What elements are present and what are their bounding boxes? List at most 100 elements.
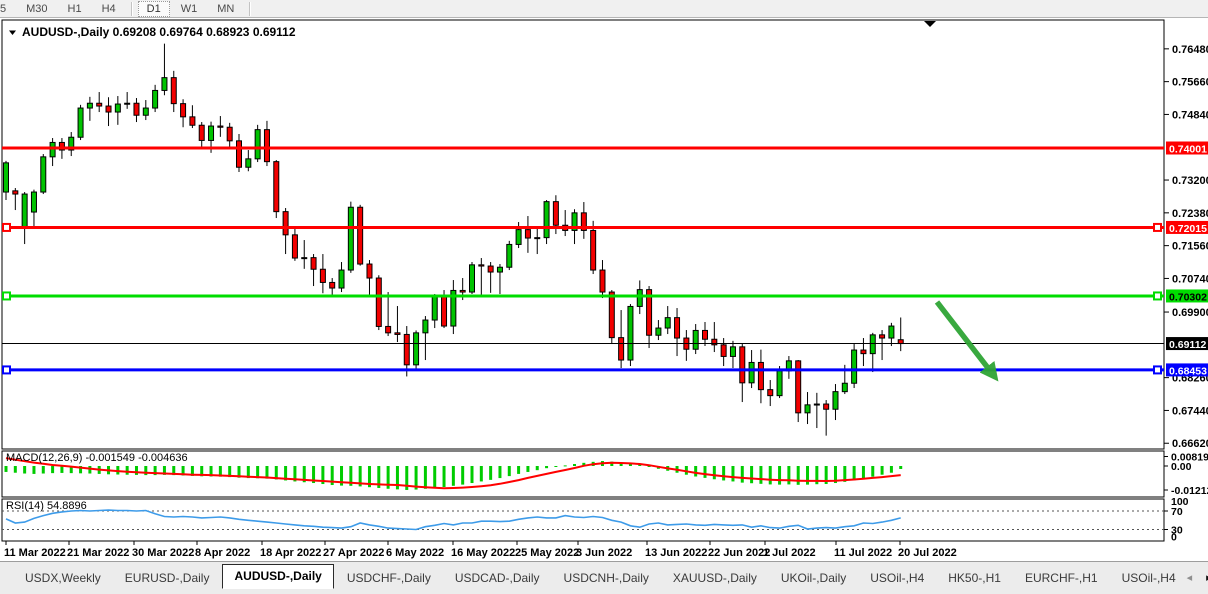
candle-body	[58, 141, 65, 151]
timeframe-button-5[interactable]: 5	[0, 1, 15, 17]
candle-body	[757, 361, 764, 391]
candle-body	[291, 234, 298, 259]
date-label: 16 May 2022	[451, 547, 515, 559]
price-badge-label: 0.68453	[1169, 365, 1207, 377]
macd-histogram-bar	[60, 466, 64, 473]
macd-histogram-bar	[246, 466, 250, 479]
candle-body	[506, 243, 513, 268]
candle-body	[711, 338, 718, 346]
macd-histogram-bar	[833, 466, 837, 484]
bar-position-marker-icon	[924, 21, 936, 27]
symbol-tab-hk50-h1[interactable]: HK50-,H1	[948, 571, 1001, 585]
trend-arrow-annotation[interactable]	[934, 300, 999, 382]
price-tick-label: 0.71560	[1172, 241, 1208, 253]
macd-histogram-bar	[4, 466, 8, 472]
symbol-tab-bar: USDX,Weekly EURUSD-,Daily AUDUSD-,Daily USD…	[0, 561, 1208, 594]
candle-body	[301, 257, 308, 260]
price-tick-label: 0.67440	[1172, 405, 1208, 417]
timeframe-button-d1[interactable]: D1	[137, 0, 170, 17]
macd-histogram-bar	[852, 466, 856, 481]
timeframe-button-h4[interactable]: H4	[93, 1, 125, 17]
symbol-tab-usdcad-daily[interactable]: USDCAD-,Daily	[454, 571, 540, 585]
timeframe-button-h1[interactable]: H1	[59, 1, 91, 17]
candle-body	[441, 296, 448, 327]
level-anchor-square	[2, 291, 11, 301]
candle-body	[580, 212, 587, 231]
symbol-tab-usoil-h4[interactable]: USOil-,H4	[870, 571, 925, 585]
macd-histogram-bar	[880, 466, 884, 475]
macd-histogram-bar	[750, 466, 754, 484]
macd-histogram-bar	[144, 466, 148, 476]
candle-body	[319, 268, 326, 283]
candle-body	[571, 212, 578, 231]
timeframe-button-mn[interactable]: MN	[208, 1, 243, 17]
macd-histogram-bar	[619, 462, 623, 466]
macd-histogram-bar	[13, 466, 17, 473]
symbol-tab-usoil-h4[interactable]: USOil-,H4	[1121, 571, 1176, 585]
macd-histogram-bar	[32, 466, 36, 474]
candle-body	[832, 391, 839, 410]
macd-histogram-bar	[256, 466, 260, 479]
macd-histogram-bar	[340, 466, 344, 486]
chart-dropdown-icon[interactable]	[9, 30, 16, 36]
candle-body	[860, 349, 867, 355]
candle-body	[142, 107, 149, 116]
macd-histogram-bar	[740, 466, 744, 483]
macd-histogram-bar	[51, 466, 55, 474]
candle-body	[897, 339, 904, 345]
level-anchor-square	[2, 222, 11, 232]
symbol-tab-audusd-daily[interactable]: AUDUSD-,Daily	[222, 564, 334, 589]
tab-scroll-left-button[interactable]: ◂	[1186, 572, 1193, 584]
symbol-tab-usdcnh-daily[interactable]: USDCNH-,Daily	[563, 571, 649, 585]
price-badge-0.70302	[1166, 289, 1208, 303]
price-badge-0.74001	[1166, 141, 1208, 155]
symbol-tab-eurchf-h1[interactable]: EURCHF-,H1	[1024, 571, 1098, 585]
candle-body	[776, 370, 783, 397]
candle-body	[888, 325, 895, 339]
timeframe-button-m30[interactable]: M30	[17, 1, 56, 17]
macd-histogram-bar	[442, 466, 446, 487]
candle-body	[226, 126, 233, 142]
candle-body	[534, 237, 541, 240]
symbol-tab-eurusd-daily[interactable]: EURUSD-,Daily	[124, 571, 210, 585]
timeframe-button-w1[interactable]: W1	[172, 1, 207, 17]
symbol-tab-usdchf-daily[interactable]: USDCHF-,Daily	[346, 571, 431, 585]
candle-body	[739, 346, 746, 384]
date-label: 30 Mar 2022	[132, 547, 194, 559]
price-panel-frame	[1, 19, 1165, 450]
candle-body	[208, 125, 215, 141]
macd-histogram-bar	[871, 466, 875, 477]
toolbar-separator	[249, 1, 251, 16]
date-label: 22 Jun 2022	[708, 547, 770, 559]
macd-histogram-bar	[778, 466, 782, 485]
tab-scroll-right-button[interactable]: ▸	[1206, 571, 1208, 584]
macd-histogram-bar	[414, 466, 418, 490]
candle-body	[77, 107, 84, 138]
candle-body	[422, 319, 429, 334]
macd-histogram-bar	[218, 466, 222, 477]
chart-title: AUDUSD-,Daily 0.69208 0.69764 0.68923 0.…	[22, 25, 296, 39]
date-label: 6 May 2022	[386, 547, 444, 559]
macd-histogram-bar	[535, 466, 539, 471]
symbol-tab-usdx-weekly[interactable]: USDX,Weekly	[25, 571, 101, 585]
macd-histogram-bar	[889, 466, 893, 473]
macd-histogram-bar	[162, 466, 166, 475]
candle-body	[692, 329, 699, 350]
chart-area[interactable]: AUDUSD-,Daily 0.69208 0.69764 0.68923 0.…	[0, 18, 1208, 561]
price-badge-0.68453	[1166, 363, 1208, 377]
candle-body	[478, 264, 485, 267]
macd-histogram-bar	[694, 466, 698, 477]
price-tick-label: 0.72380	[1172, 208, 1208, 220]
candle-body	[245, 158, 252, 168]
candle-body	[459, 289, 466, 293]
candle-body	[450, 289, 457, 327]
macd-label: MACD(12,26,9) -0.001549 -0.004636	[6, 452, 188, 464]
symbol-tab-xauusd-daily[interactable]: XAUUSD-,Daily	[672, 571, 757, 585]
candle-body	[217, 125, 224, 128]
candle-body	[496, 266, 503, 273]
price-badge-0.72015	[1166, 220, 1208, 234]
symbol-tab-ukoil-daily[interactable]: UKOil-,Daily	[780, 571, 847, 585]
date-label: 27 Apr 2022	[323, 547, 384, 559]
candle-body	[366, 263, 373, 279]
candle-body	[702, 329, 708, 340]
